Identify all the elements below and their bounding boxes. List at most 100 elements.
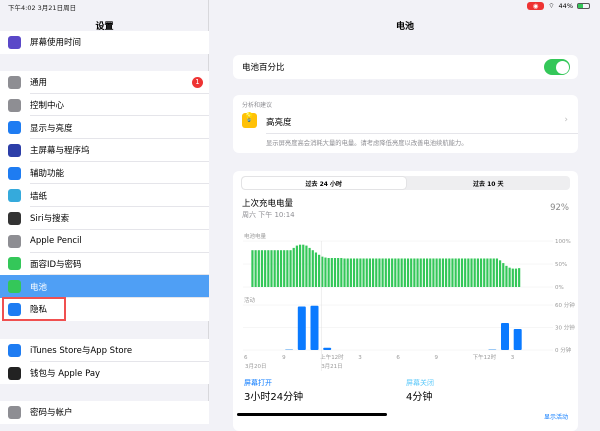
battery-bar — [270, 250, 273, 287]
sidebar-item[interactable]: 密码与帐户 — [0, 401, 209, 424]
x-tick-label: 9 — [282, 355, 286, 361]
sidebar-item-label: 主屏幕与程序坞 — [30, 146, 90, 157]
sidebar-item[interactable]: 钱包与 Apple Pay — [0, 362, 209, 385]
battery-bar — [311, 250, 314, 287]
sidebar-item[interactable]: 屏幕使用时间 — [0, 31, 209, 54]
battery-bar — [289, 250, 292, 287]
battery-percentage-label: 电池百分比 — [242, 63, 285, 73]
sidebar-item[interactable]: 面容ID与密码 — [0, 253, 209, 276]
y-tick-label: 30 分钟 — [555, 324, 575, 332]
tab-10-days[interactable]: 过去 10 天 — [472, 180, 504, 188]
sidebar-item[interactable]: 电池 — [0, 275, 209, 298]
tab-24-hours[interactable]: 过去 24 小时 — [242, 177, 406, 189]
usage-charts: 100% 50% 0% 60 分钟 30 分钟 0 分钟 6 9 上午12时 3 6 9 下午12时 3 3… — [243, 239, 575, 371]
last-charge-value: 92% — [550, 203, 569, 213]
battery-bar — [486, 258, 489, 287]
siri-icon — [8, 211, 21, 225]
battery-bar — [464, 258, 467, 287]
battery-bar — [435, 258, 438, 287]
battery-bar — [340, 258, 343, 287]
battery-bar — [330, 258, 333, 287]
highlight-box — [2, 297, 66, 321]
battery-bar — [352, 258, 356, 287]
battery-bar — [451, 258, 454, 287]
battery-bar — [305, 245, 308, 287]
battery-icon — [577, 2, 590, 9]
time-range-tabs: 过去 24 小时 过去 10 天 — [241, 176, 570, 190]
notification-badge: 1 — [192, 76, 203, 88]
sidebar-item-label: 墙纸 — [30, 191, 48, 202]
battery-bar — [362, 258, 365, 287]
sidebar-item-label: 钱包与 Apple Pay — [30, 369, 101, 380]
battery-bar — [356, 258, 359, 287]
battery-bar — [489, 258, 492, 287]
insight-title[interactable]: 高亮度 — [266, 118, 292, 128]
battery-bar — [346, 258, 349, 287]
y-tick-label: 0 分钟 — [555, 346, 572, 354]
battery-bar — [499, 260, 502, 287]
battery-bar — [286, 250, 289, 287]
insight-text: 显示屏亮度高会消耗大量的电量。请考虑降低亮度以改善电池续航能力。 — [266, 140, 468, 147]
battery-bar — [391, 258, 394, 287]
sidebar-item[interactable]: 控制中心 — [0, 94, 209, 117]
sidebar-item-label: Apple Pencil — [30, 236, 82, 247]
battery-bar — [492, 258, 495, 287]
battery-bar — [467, 258, 470, 287]
battery-bar — [511, 268, 514, 287]
battery-bar — [302, 244, 305, 287]
battery-bar — [283, 250, 286, 287]
activity-bar — [513, 329, 522, 350]
battery-bar — [457, 258, 460, 287]
battery-bar — [333, 258, 337, 287]
battery-bar — [384, 258, 387, 287]
sidebar-item[interactable]: Siri与搜索 — [0, 207, 209, 230]
battery-bar — [438, 258, 441, 287]
battery-bar — [314, 252, 318, 287]
battery-bar — [375, 258, 378, 287]
sidebar-item[interactable]: 辅助功能 — [0, 162, 209, 185]
battery-bar — [397, 258, 400, 287]
battery-bar — [502, 263, 505, 287]
battery-bar — [406, 258, 410, 287]
show-activity-link[interactable]: 显示活动 — [543, 414, 568, 421]
sidebar-item[interactable]: 主屏幕与程序坞 — [0, 139, 209, 162]
activity-chart-title: 活动 — [244, 298, 256, 304]
last-charge-time: 周六 下午 10:14 — [242, 211, 295, 219]
sidebar-item[interactable]: Apple Pencil — [0, 230, 209, 253]
last-charge-label: 上次充电电量 — [242, 199, 294, 209]
sidebar-item[interactable]: iTunes Store与App Store — [0, 339, 209, 362]
x-tick-label: 6 — [396, 355, 400, 361]
battery-bar — [445, 258, 448, 287]
battery-bar — [460, 258, 464, 287]
battery-bar — [251, 250, 254, 287]
battery-percent: 44% — [558, 1, 573, 10]
screen-on-label: 屏幕打开 — [244, 379, 272, 387]
grid-icon — [8, 143, 21, 157]
screen-on-value: 3小时24分钟 — [244, 392, 304, 403]
battery-bar — [365, 258, 368, 287]
chevron-right-icon[interactable]: › — [564, 115, 568, 125]
battery-bar — [378, 258, 381, 287]
battery-bar — [441, 258, 445, 287]
sidebar-item[interactable]: 通用 1 — [0, 71, 209, 94]
battery-bar — [349, 258, 352, 287]
hand-icon — [8, 302, 21, 316]
battery-bar — [403, 258, 406, 287]
y-tick-label: 60 分钟 — [555, 301, 575, 309]
battery-percentage-toggle[interactable] — [544, 59, 570, 75]
faceid-icon — [8, 257, 21, 271]
sidebar-item[interactable]: 墙纸 — [0, 184, 209, 207]
battery-bar — [394, 258, 397, 287]
battery-icon — [8, 280, 21, 294]
battery-bar — [413, 258, 416, 287]
battery-bar — [318, 254, 321, 287]
y-tick-label: 0% — [555, 285, 564, 291]
sidebar-item[interactable]: 显示与亮度 — [0, 116, 209, 139]
battery-bar — [381, 258, 384, 287]
sidebar-item-label: 屏幕使用时间 — [30, 38, 82, 49]
x-tick-label: 上午12时 — [320, 353, 344, 361]
battery-bar — [298, 244, 302, 287]
status-icons: ◉ ⌔ 44% — [526, 1, 590, 10]
y-tick-label: 50% — [555, 262, 567, 268]
sidebar-item[interactable]: 隐私 — [0, 298, 209, 321]
